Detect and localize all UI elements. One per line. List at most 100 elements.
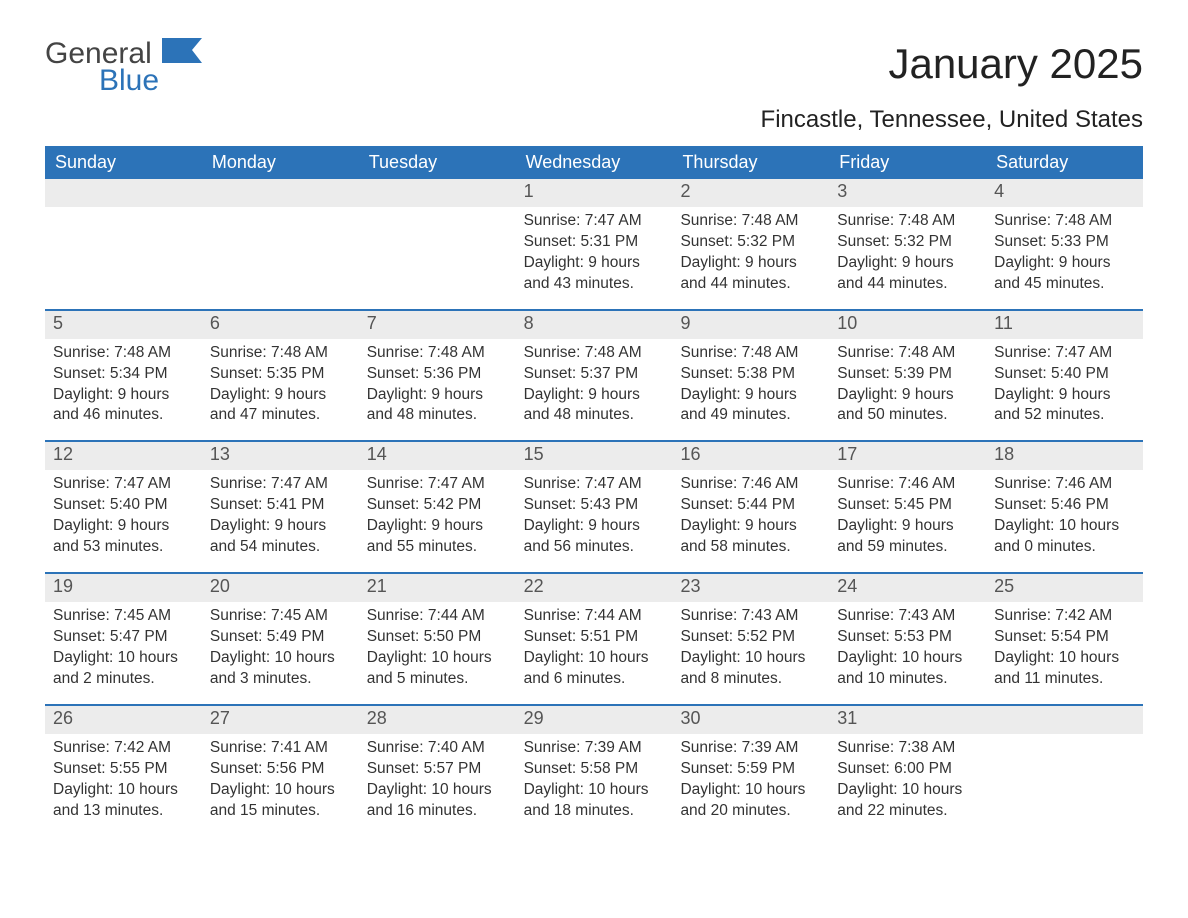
daylight-text: Daylight: 10 hours and 13 minutes. [53, 780, 194, 822]
sunset-text: Sunset: 5:36 PM [367, 364, 508, 385]
cell-body: Sunrise: 7:47 AMSunset: 5:43 PMDaylight:… [516, 470, 673, 572]
calendar-cell: 26Sunrise: 7:42 AMSunset: 5:55 PMDayligh… [45, 706, 202, 836]
week-row: 19Sunrise: 7:45 AMSunset: 5:47 PMDayligh… [45, 572, 1143, 704]
calendar-cell: 30Sunrise: 7:39 AMSunset: 5:59 PMDayligh… [672, 706, 829, 836]
sunset-text: Sunset: 5:34 PM [53, 364, 194, 385]
calendar-cell: 19Sunrise: 7:45 AMSunset: 5:47 PMDayligh… [45, 574, 202, 704]
calendar-cell: 17Sunrise: 7:46 AMSunset: 5:45 PMDayligh… [829, 442, 986, 572]
cell-body: Sunrise: 7:43 AMSunset: 5:52 PMDaylight:… [672, 602, 829, 704]
cell-body: Sunrise: 7:48 AMSunset: 5:38 PMDaylight:… [672, 339, 829, 441]
sunset-text: Sunset: 5:41 PM [210, 495, 351, 516]
sunset-text: Sunset: 5:54 PM [994, 627, 1135, 648]
day-number [202, 179, 359, 207]
cell-body: Sunrise: 7:45 AMSunset: 5:47 PMDaylight:… [45, 602, 202, 704]
day-number [986, 706, 1143, 734]
flag-icon [162, 38, 202, 63]
day-number: 16 [672, 442, 829, 470]
day-number: 24 [829, 574, 986, 602]
cell-body: Sunrise: 7:47 AMSunset: 5:41 PMDaylight:… [202, 470, 359, 572]
cell-body: Sunrise: 7:46 AMSunset: 5:45 PMDaylight:… [829, 470, 986, 572]
logo-text: General Blue [45, 40, 202, 94]
day-number: 17 [829, 442, 986, 470]
daylight-text: Daylight: 9 hours and 55 minutes. [367, 516, 508, 558]
daylight-text: Daylight: 10 hours and 22 minutes. [837, 780, 978, 822]
day-number [45, 179, 202, 207]
sunrise-text: Sunrise: 7:41 AM [210, 738, 351, 759]
cell-body: Sunrise: 7:48 AMSunset: 5:37 PMDaylight:… [516, 339, 673, 441]
sunrise-text: Sunrise: 7:47 AM [994, 343, 1135, 364]
sunset-text: Sunset: 5:31 PM [524, 232, 665, 253]
cell-body: Sunrise: 7:41 AMSunset: 5:56 PMDaylight:… [202, 734, 359, 836]
daylight-text: Daylight: 10 hours and 11 minutes. [994, 648, 1135, 690]
day-number: 29 [516, 706, 673, 734]
sunset-text: Sunset: 5:52 PM [680, 627, 821, 648]
week-row: 26Sunrise: 7:42 AMSunset: 5:55 PMDayligh… [45, 704, 1143, 836]
cell-body: Sunrise: 7:42 AMSunset: 5:55 PMDaylight:… [45, 734, 202, 836]
calendar-cell: 24Sunrise: 7:43 AMSunset: 5:53 PMDayligh… [829, 574, 986, 704]
week-row: 5Sunrise: 7:48 AMSunset: 5:34 PMDaylight… [45, 309, 1143, 441]
sunrise-text: Sunrise: 7:48 AM [837, 343, 978, 364]
sunset-text: Sunset: 5:51 PM [524, 627, 665, 648]
sunset-text: Sunset: 5:40 PM [53, 495, 194, 516]
calendar-cell: 21Sunrise: 7:44 AMSunset: 5:50 PMDayligh… [359, 574, 516, 704]
header: General Blue January 2025 Fincastle, Ten… [45, 40, 1143, 134]
sunset-text: Sunset: 5:56 PM [210, 759, 351, 780]
calendar-cell: 10Sunrise: 7:48 AMSunset: 5:39 PMDayligh… [829, 311, 986, 441]
sunrise-text: Sunrise: 7:43 AM [680, 606, 821, 627]
day-header-thu: Thursday [672, 146, 829, 179]
calendar-cell: 16Sunrise: 7:46 AMSunset: 5:44 PMDayligh… [672, 442, 829, 572]
day-number: 19 [45, 574, 202, 602]
sunrise-text: Sunrise: 7:42 AM [53, 738, 194, 759]
sunset-text: Sunset: 5:58 PM [524, 759, 665, 780]
day-number: 25 [986, 574, 1143, 602]
daylight-text: Daylight: 9 hours and 50 minutes. [837, 385, 978, 427]
day-number: 27 [202, 706, 359, 734]
week-row: 12Sunrise: 7:47 AMSunset: 5:40 PMDayligh… [45, 440, 1143, 572]
sunset-text: Sunset: 5:37 PM [524, 364, 665, 385]
day-number: 30 [672, 706, 829, 734]
calendar-cell: 11Sunrise: 7:47 AMSunset: 5:40 PMDayligh… [986, 311, 1143, 441]
day-number: 9 [672, 311, 829, 339]
cell-body: Sunrise: 7:47 AMSunset: 5:42 PMDaylight:… [359, 470, 516, 572]
daylight-text: Daylight: 10 hours and 0 minutes. [994, 516, 1135, 558]
weeks-container: 1Sunrise: 7:47 AMSunset: 5:31 PMDaylight… [45, 179, 1143, 835]
sunset-text: Sunset: 5:45 PM [837, 495, 978, 516]
day-header-mon: Monday [202, 146, 359, 179]
sunrise-text: Sunrise: 7:47 AM [524, 474, 665, 495]
calendar-cell: 14Sunrise: 7:47 AMSunset: 5:42 PMDayligh… [359, 442, 516, 572]
sunset-text: Sunset: 5:32 PM [837, 232, 978, 253]
daylight-text: Daylight: 10 hours and 10 minutes. [837, 648, 978, 690]
sunrise-text: Sunrise: 7:45 AM [210, 606, 351, 627]
cell-body: Sunrise: 7:40 AMSunset: 5:57 PMDaylight:… [359, 734, 516, 836]
daylight-text: Daylight: 9 hours and 43 minutes. [524, 253, 665, 295]
day-number: 3 [829, 179, 986, 207]
calendar-cell: 27Sunrise: 7:41 AMSunset: 5:56 PMDayligh… [202, 706, 359, 836]
daylight-text: Daylight: 9 hours and 49 minutes. [680, 385, 821, 427]
sunset-text: Sunset: 5:33 PM [994, 232, 1135, 253]
week-row: 1Sunrise: 7:47 AMSunset: 5:31 PMDaylight… [45, 179, 1143, 309]
sunrise-text: Sunrise: 7:40 AM [367, 738, 508, 759]
sunrise-text: Sunrise: 7:42 AM [994, 606, 1135, 627]
sunset-text: Sunset: 5:46 PM [994, 495, 1135, 516]
sunset-text: Sunset: 5:39 PM [837, 364, 978, 385]
sunset-text: Sunset: 5:50 PM [367, 627, 508, 648]
day-number [359, 179, 516, 207]
day-number: 28 [359, 706, 516, 734]
cell-body: Sunrise: 7:48 AMSunset: 5:33 PMDaylight:… [986, 207, 1143, 309]
calendar-cell: 31Sunrise: 7:38 AMSunset: 6:00 PMDayligh… [829, 706, 986, 836]
sunrise-text: Sunrise: 7:48 AM [210, 343, 351, 364]
sunrise-text: Sunrise: 7:45 AM [53, 606, 194, 627]
sunset-text: Sunset: 5:35 PM [210, 364, 351, 385]
day-number: 22 [516, 574, 673, 602]
sunrise-text: Sunrise: 7:48 AM [680, 211, 821, 232]
sunrise-text: Sunrise: 7:46 AM [837, 474, 978, 495]
sunset-text: Sunset: 5:44 PM [680, 495, 821, 516]
cell-body: Sunrise: 7:48 AMSunset: 5:32 PMDaylight:… [829, 207, 986, 309]
daylight-text: Daylight: 10 hours and 5 minutes. [367, 648, 508, 690]
daylight-text: Daylight: 10 hours and 16 minutes. [367, 780, 508, 822]
cell-body: Sunrise: 7:45 AMSunset: 5:49 PMDaylight:… [202, 602, 359, 704]
sunrise-text: Sunrise: 7:39 AM [680, 738, 821, 759]
day-number: 6 [202, 311, 359, 339]
cell-body: Sunrise: 7:39 AMSunset: 5:58 PMDaylight:… [516, 734, 673, 836]
calendar-cell: 13Sunrise: 7:47 AMSunset: 5:41 PMDayligh… [202, 442, 359, 572]
